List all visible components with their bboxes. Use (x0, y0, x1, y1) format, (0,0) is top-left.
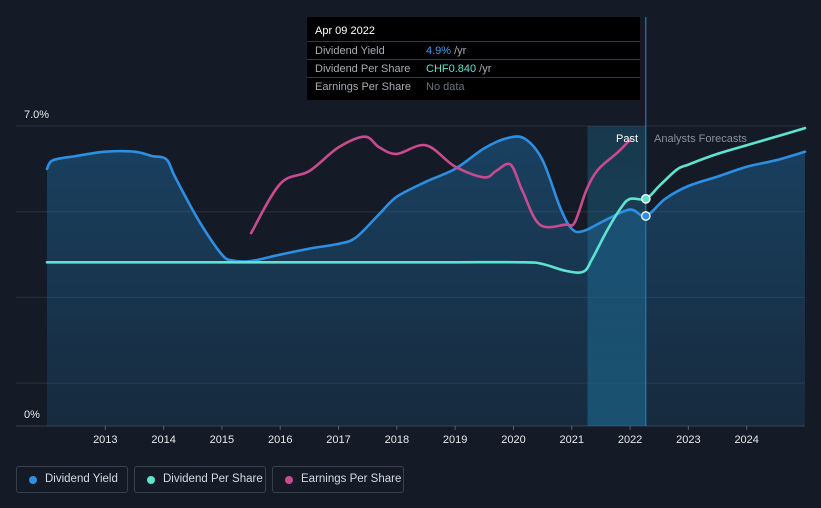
earnings-per-share-line (249, 135, 632, 235)
tooltip-value: No data (426, 81, 465, 93)
dividend-yield-marker (640, 211, 651, 221)
tooltip-label: Earnings Per Share (315, 81, 411, 93)
x-tick-label: 2021 (560, 434, 584, 446)
legend-dividend-yield[interactable]: Dividend Yield (16, 466, 128, 493)
x-tick-label: 2014 (151, 434, 175, 446)
legend-label: Dividend Yield (45, 473, 118, 485)
tooltip-date: Apr 09 2022 (315, 25, 375, 37)
legend-dividend-per-share[interactable]: Dividend Per Share (134, 466, 266, 493)
x-tick-label: 2018 (385, 434, 409, 446)
legend-label: Dividend Per Share (163, 473, 263, 485)
chart-labels: 7.0% 0% Past Analysts Forecasts (24, 109, 747, 421)
x-tick-label: 2019 (443, 434, 467, 446)
forecast-label: Analysts Forecasts (654, 133, 747, 145)
legend-earnings-per-share[interactable]: Earnings Per Share (272, 466, 404, 493)
x-tick-label: 2020 (501, 434, 525, 446)
hover-tooltip: Apr 09 2022 Dividend Yield 4.9%/yr Divid… (307, 17, 640, 100)
dividend-per-share-marker (640, 194, 651, 204)
y-label-top: 7.0% (24, 109, 49, 121)
legend-dot-icon (29, 476, 37, 484)
tooltip-value: CHF0.840/yr (426, 63, 492, 75)
tooltip-row-earnings-per-share: Earnings Per Share No data (307, 77, 640, 96)
x-tick-label: 2022 (618, 434, 642, 446)
tooltip-label: Dividend Yield (315, 45, 385, 57)
axes: 2013 2014 2015 2016 2017 2018 2019 2020 2021 2022… (93, 426, 759, 446)
past-label: Past (616, 133, 638, 145)
x-tick-label: 2024 (734, 434, 758, 446)
legend-label: Earnings Per Share (301, 473, 402, 485)
hover-markers (640, 194, 651, 221)
x-tick-label: 2016 (268, 434, 292, 446)
tooltip-value: 4.9%/yr (426, 45, 467, 57)
x-tick-label: 2023 (676, 434, 700, 446)
dividend-yield-area (47, 136, 805, 427)
y-label-bottom: 0% (24, 409, 40, 421)
dividend-per-share-line (45, 126, 807, 274)
legend-dot-icon (285, 476, 293, 484)
tooltip-label: Dividend Per Share (315, 63, 411, 75)
x-tick-label: 2017 (326, 434, 350, 446)
tooltip-row-dividend-per-share: Dividend Per Share CHF0.840/yr (307, 59, 640, 78)
dividend-yield-fill (47, 136, 805, 427)
x-tick-label: 2015 (210, 434, 234, 446)
legend-dot-icon (147, 476, 155, 484)
tooltip-row-dividend-yield: Dividend Yield 4.9%/yr (307, 41, 640, 60)
x-tick-label: 2013 (93, 434, 117, 446)
